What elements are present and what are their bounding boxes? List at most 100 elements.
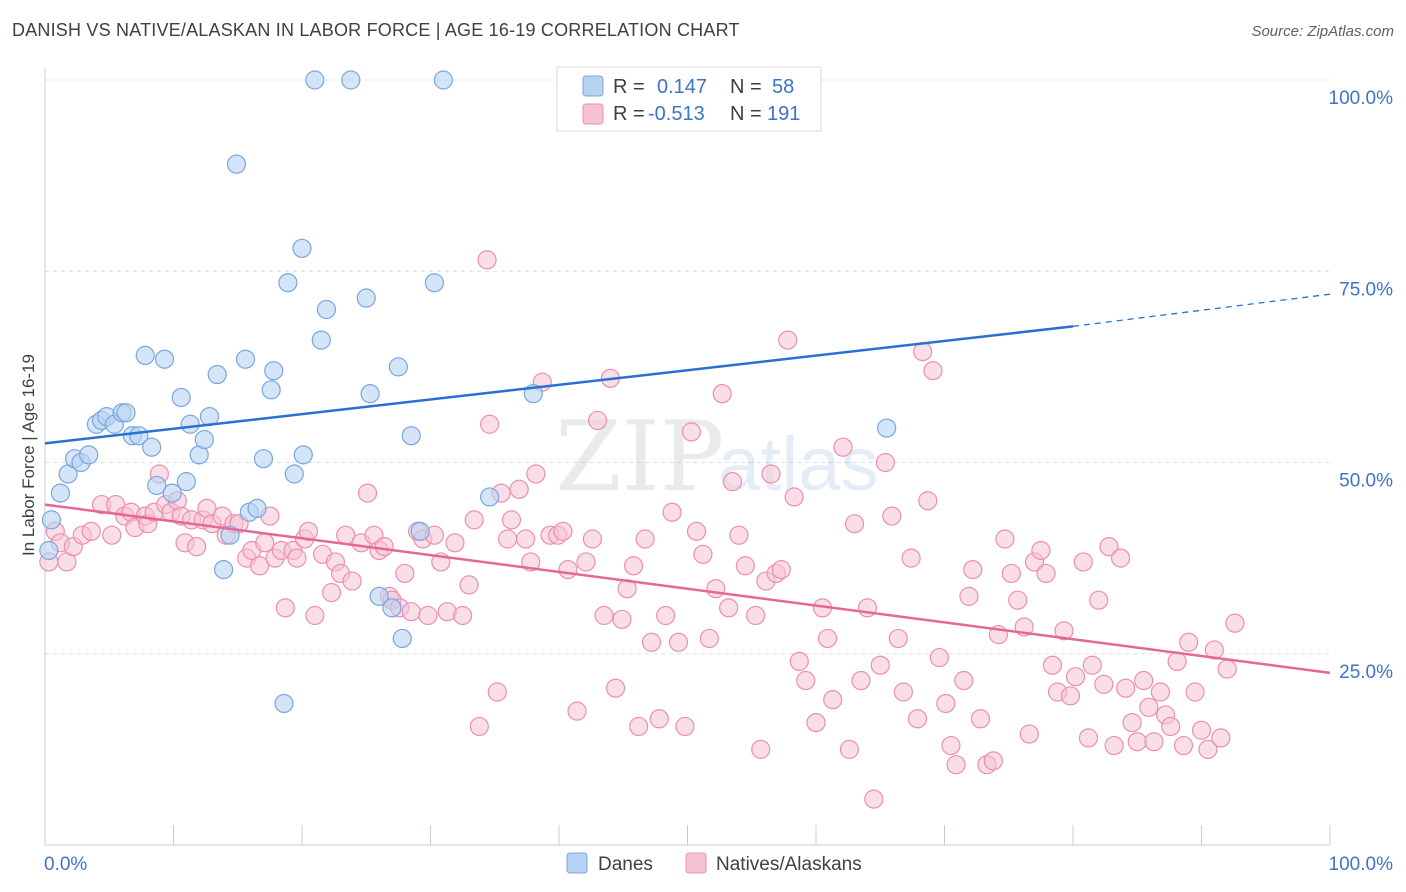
natives-point bbox=[761, 464, 781, 484]
x-tick-label: 100.0% bbox=[1329, 854, 1394, 875]
natives-point bbox=[477, 250, 497, 270]
natives-point bbox=[1099, 537, 1119, 557]
axes bbox=[44, 68, 1331, 846]
natives-point bbox=[649, 709, 669, 729]
natives-point bbox=[719, 598, 739, 618]
watermark-zip: ZIP bbox=[555, 401, 724, 513]
danes-point bbox=[341, 70, 361, 90]
natives-point bbox=[298, 521, 319, 541]
natives-point bbox=[374, 537, 394, 557]
y-tick-labels: 100.0% 75.0% 50.0% 25.0% bbox=[1329, 88, 1394, 683]
danes-bottom-swatch bbox=[566, 852, 588, 874]
natives-point bbox=[1217, 659, 1237, 679]
y-tick-label: 75.0% bbox=[1339, 279, 1393, 300]
danes-point bbox=[79, 445, 99, 465]
natives-point bbox=[509, 479, 529, 499]
danes-point bbox=[480, 487, 500, 507]
danes-point bbox=[316, 299, 337, 320]
natives-point bbox=[1094, 674, 1114, 694]
natives-point bbox=[498, 529, 518, 549]
natives-point bbox=[771, 559, 791, 580]
natives-point bbox=[1082, 655, 1102, 675]
natives-point bbox=[469, 716, 489, 737]
danes-point bbox=[369, 586, 389, 606]
natives-point bbox=[1042, 655, 1063, 675]
natives-point bbox=[1167, 651, 1187, 672]
natives-point bbox=[893, 682, 913, 702]
natives-point bbox=[789, 651, 809, 672]
danes-n-label: N = bbox=[730, 76, 762, 98]
danes-point bbox=[424, 273, 444, 293]
danes-point bbox=[356, 288, 376, 308]
danes-point bbox=[253, 449, 274, 469]
danes-legend-swatch bbox=[582, 75, 604, 97]
natives-point bbox=[970, 709, 991, 729]
natives-point bbox=[526, 464, 546, 484]
natives-point bbox=[823, 690, 843, 710]
danes-point bbox=[142, 437, 162, 457]
natives-point bbox=[839, 739, 860, 759]
danes-point bbox=[50, 483, 71, 503]
danes-point bbox=[226, 154, 247, 174]
natives-point bbox=[480, 414, 500, 434]
natives-point bbox=[558, 559, 578, 580]
watermark: ZIP atlas bbox=[555, 401, 879, 513]
natives-point bbox=[963, 559, 983, 580]
natives-point bbox=[796, 670, 816, 691]
natives-r-value: -0.513 bbox=[648, 103, 705, 125]
natives-point bbox=[941, 735, 961, 756]
natives-point bbox=[81, 521, 101, 541]
danes-trend-line bbox=[44, 325, 1074, 445]
y-tick-label: 25.0% bbox=[1339, 662, 1393, 683]
natives-point bbox=[699, 628, 719, 649]
natives-point bbox=[1060, 686, 1081, 706]
danes-point bbox=[360, 384, 380, 404]
natives-point bbox=[983, 751, 1003, 771]
natives-point bbox=[357, 483, 378, 503]
natives-bottom-swatch bbox=[685, 852, 707, 874]
natives-legend-label: Natives/Alaskans bbox=[716, 854, 862, 875]
natives-point bbox=[1073, 552, 1093, 572]
natives-n-value: 191 bbox=[767, 103, 800, 125]
danes-r-label: R = bbox=[613, 76, 645, 98]
danes-point bbox=[278, 273, 298, 293]
danes-point bbox=[194, 429, 214, 450]
danes-point bbox=[388, 357, 408, 377]
natives-point bbox=[929, 647, 949, 668]
danes-point bbox=[247, 498, 267, 518]
danes-point bbox=[41, 510, 62, 530]
danes-point bbox=[293, 445, 313, 465]
danes-point bbox=[401, 426, 421, 446]
natives-point bbox=[681, 422, 701, 442]
correlation-legend: R = 0.147 N = 58 R = -0.513 N = 191 bbox=[556, 66, 822, 132]
natives-point bbox=[875, 452, 895, 473]
natives-point bbox=[1078, 728, 1099, 748]
y-axis-label: In Labor Force | Age 16-19 bbox=[19, 354, 38, 556]
natives-point bbox=[249, 556, 270, 576]
natives-point bbox=[1198, 739, 1218, 759]
trend-lines bbox=[44, 293, 1331, 675]
danes-point bbox=[147, 475, 167, 496]
natives-point bbox=[882, 506, 902, 526]
danes-legend-label: Danes bbox=[598, 854, 653, 875]
natives-point bbox=[487, 682, 507, 702]
natives-point bbox=[844, 514, 865, 534]
natives-legend-swatch bbox=[582, 103, 604, 125]
danes-point bbox=[877, 418, 897, 438]
natives-point bbox=[629, 716, 649, 737]
natives-point bbox=[918, 491, 938, 511]
natives-point bbox=[321, 582, 342, 603]
natives-point bbox=[275, 598, 295, 618]
natives-point bbox=[1144, 732, 1164, 752]
natives-point bbox=[656, 605, 676, 626]
danes-point bbox=[392, 628, 412, 649]
natives-point bbox=[1211, 728, 1231, 748]
natives-point bbox=[833, 437, 853, 457]
natives-point bbox=[1179, 632, 1199, 652]
natives-r-label: R = bbox=[613, 103, 645, 125]
natives-point bbox=[851, 670, 871, 691]
danes-point bbox=[261, 380, 281, 400]
natives-point bbox=[817, 628, 838, 649]
danes-point bbox=[116, 403, 136, 423]
y-tick-label: 50.0% bbox=[1339, 471, 1393, 492]
